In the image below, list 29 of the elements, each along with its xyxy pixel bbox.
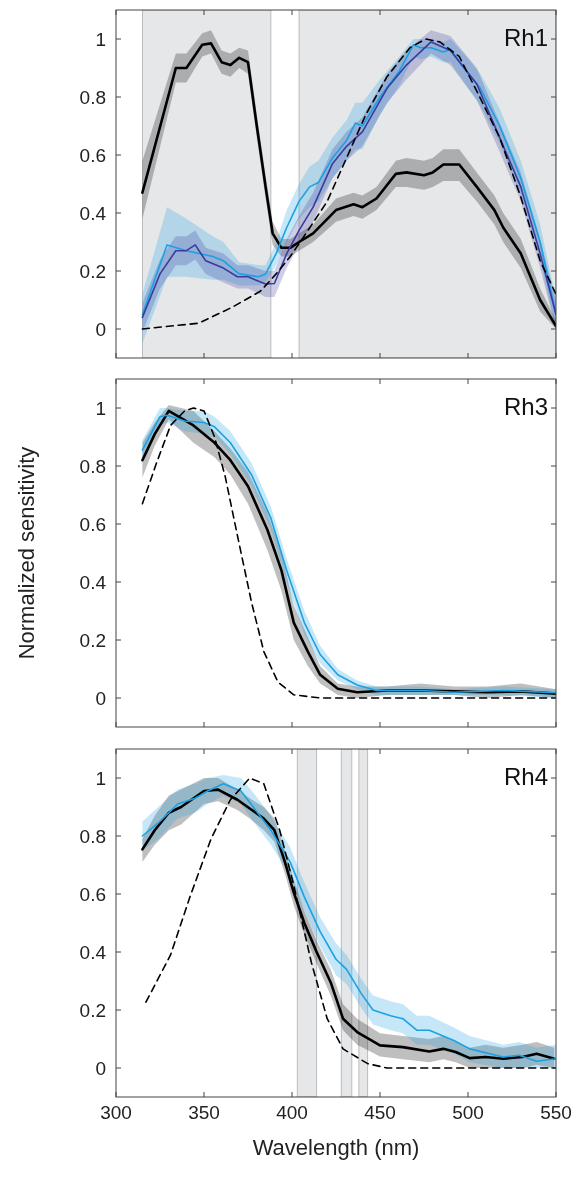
x-tick-label: 400	[276, 1102, 308, 1123]
text: Rh4	[503, 763, 548, 790]
x-tick-label: 550	[540, 1102, 572, 1123]
y-tick-label: 0.6	[79, 883, 106, 905]
y-tick-label: 0.4	[79, 941, 107, 963]
y-tick-label: 0.8	[79, 455, 106, 477]
y-tick-label: 0.6	[79, 144, 106, 166]
y-tick-label: 0.4	[79, 571, 107, 593]
x-axis-title: Wavelength (nm)	[252, 1135, 420, 1160]
y-tick-label: 0.2	[79, 999, 106, 1021]
y-tick-label: 1	[95, 397, 106, 419]
text: Rh1	[503, 24, 548, 51]
y-tick-label: 0.8	[79, 825, 106, 847]
y-axis-title: Normalized sensitivity	[14, 446, 39, 660]
y-tick-label: 0.2	[79, 260, 106, 282]
y-tick-label: 0	[95, 687, 106, 709]
y-tick-label: 1	[95, 28, 106, 50]
y-tick-label: 0.8	[79, 86, 106, 108]
text: Rh3	[503, 393, 548, 420]
x-tick-label: 500	[452, 1102, 484, 1123]
y-tick-label: 0.2	[79, 629, 106, 651]
y-tick-label: 0.4	[79, 202, 107, 224]
y-tick-label: 1	[95, 767, 106, 789]
x-tick-label: 300	[100, 1102, 132, 1123]
y-tick-label: 0.6	[79, 513, 106, 535]
y-tick-label: 0	[95, 318, 106, 340]
y-tick-label: 0	[95, 1057, 106, 1079]
x-tick-label: 450	[364, 1102, 396, 1123]
x-tick-label: 350	[188, 1102, 220, 1123]
